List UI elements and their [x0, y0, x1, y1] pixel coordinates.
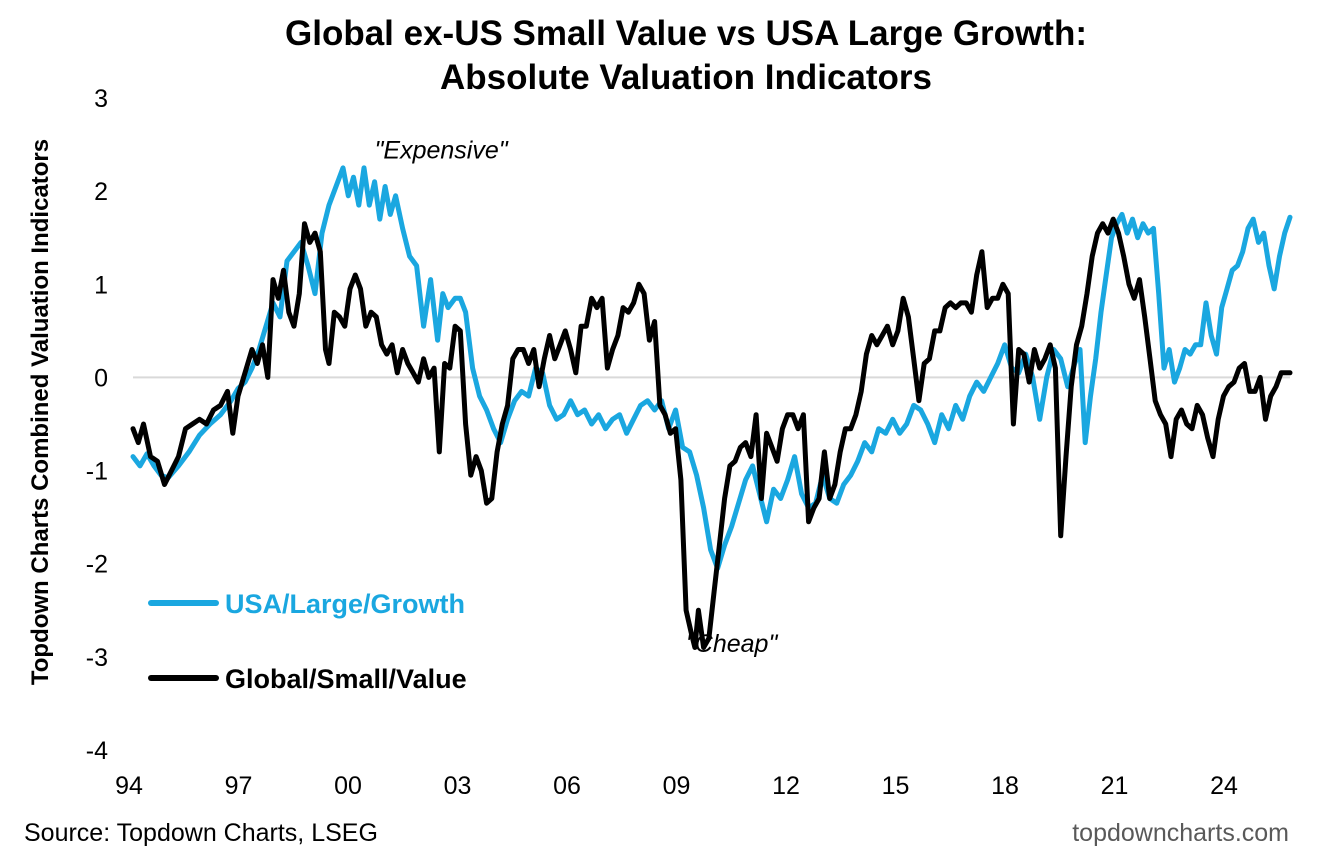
annotation-cheap: "Cheap": [686, 630, 779, 658]
annotation-expensive: "Expensive": [375, 137, 509, 165]
x-tick-label: 24: [1210, 772, 1238, 800]
y-tick-label: -1: [86, 458, 108, 486]
chart-subtitle: Absolute Valuation Indicators: [440, 58, 932, 97]
x-tick-label: 21: [1101, 772, 1129, 800]
y-tick-label: 0: [94, 364, 108, 392]
legend: USA/Large/Growth Global/Small/Value: [148, 589, 467, 694]
x-tick-label: 09: [663, 772, 691, 800]
x-tick-label: 12: [772, 772, 800, 800]
brand-watermark: topdowncharts.com: [1072, 819, 1289, 847]
x-tick-label: 18: [991, 772, 1019, 800]
y-axis-label: Topdown Charts Combined Valuation Indica…: [27, 139, 54, 685]
x-axis-ticks: 94 97 00 03 06 09 12 15 18 21 24: [115, 772, 1238, 800]
y-tick-label: 1: [94, 271, 108, 299]
y-tick-label: -2: [86, 551, 108, 579]
chart-title: Global ex-US Small Value vs USA Large Gr…: [285, 14, 1087, 53]
x-tick-label: 03: [444, 772, 472, 800]
series-line-usa-large-growth: [130, 165, 1293, 571]
y-axis-ticks: -4 -3 -2 -1 0 1 2 3: [86, 85, 108, 765]
y-tick-label: 2: [94, 178, 108, 206]
x-tick-label: 97: [225, 772, 253, 800]
x-tick-label: 06: [553, 772, 581, 800]
series-lines: [130, 165, 1293, 650]
y-tick-label: -3: [86, 644, 108, 672]
x-tick-label: 15: [882, 772, 910, 800]
y-tick-label: -4: [86, 737, 108, 765]
series-line-global-small-value: [130, 216, 1293, 650]
x-tick-label: 94: [115, 772, 143, 800]
legend-label-usa-large-growth: USA/Large/Growth: [225, 589, 465, 619]
x-tick-label: 00: [334, 772, 362, 800]
legend-label-global-small-value: Global/Small/Value: [225, 664, 467, 694]
y-tick-label: 3: [94, 85, 108, 113]
source-note: Source: Topdown Charts, LSEG: [24, 819, 378, 847]
